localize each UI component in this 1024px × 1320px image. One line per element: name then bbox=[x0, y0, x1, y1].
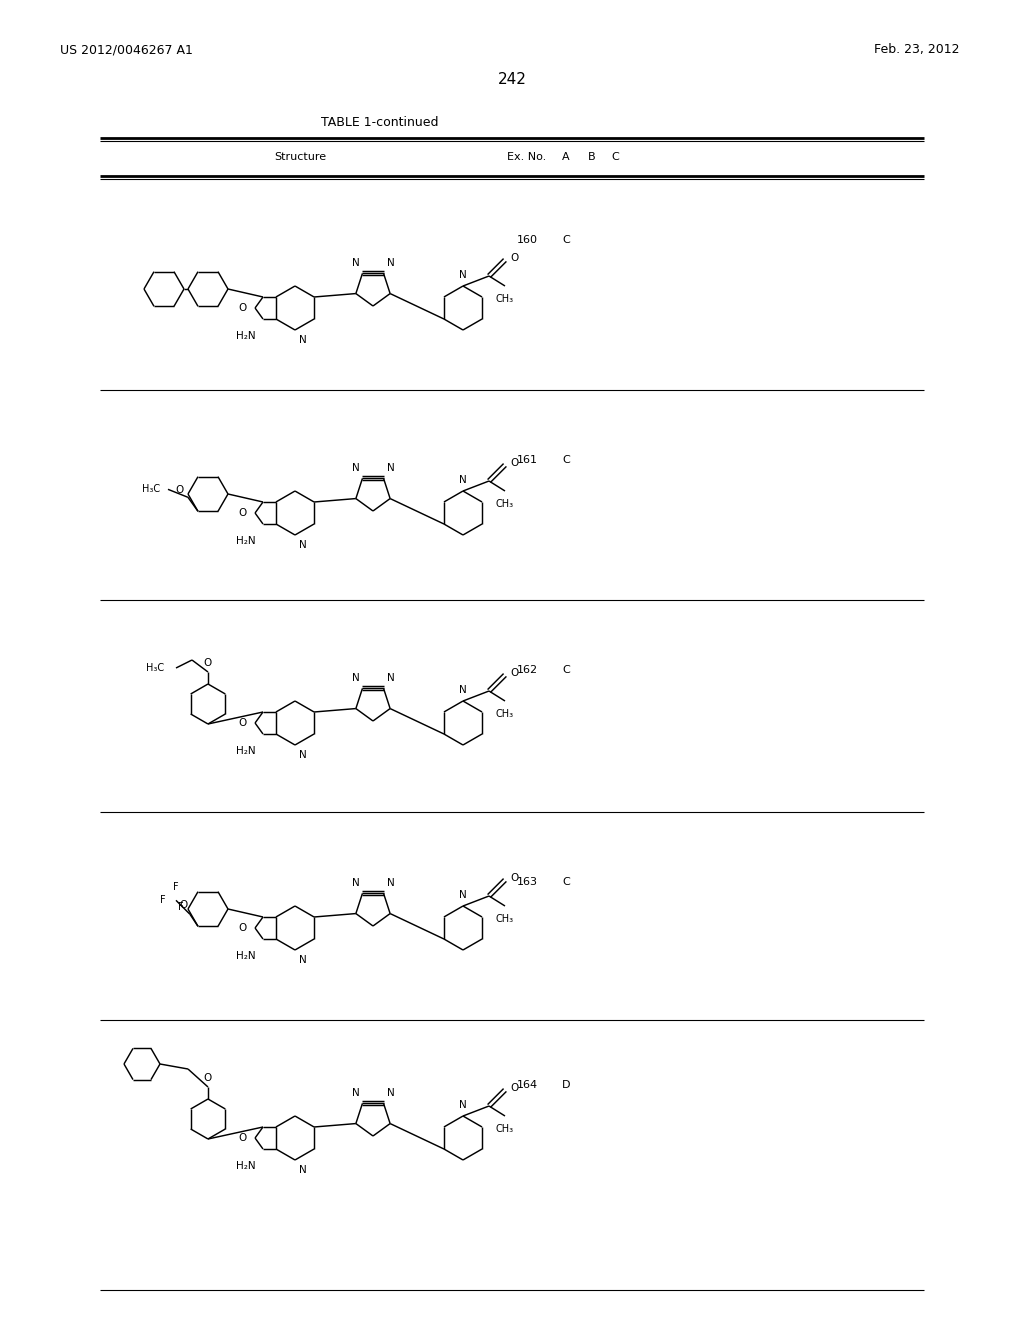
Text: F: F bbox=[178, 903, 183, 912]
Text: H₃C: H₃C bbox=[145, 663, 164, 673]
Text: 160: 160 bbox=[516, 235, 538, 246]
Text: N: N bbox=[459, 685, 467, 696]
Text: N: N bbox=[459, 890, 467, 900]
Text: O: O bbox=[510, 668, 518, 678]
Text: C: C bbox=[562, 665, 570, 675]
Text: 242: 242 bbox=[498, 73, 526, 87]
Text: O: O bbox=[239, 718, 247, 729]
Text: Feb. 23, 2012: Feb. 23, 2012 bbox=[874, 44, 961, 57]
Text: US 2012/0046267 A1: US 2012/0046267 A1 bbox=[60, 44, 193, 57]
Text: O: O bbox=[204, 1073, 212, 1082]
Text: B: B bbox=[588, 152, 596, 162]
Text: O: O bbox=[239, 923, 247, 933]
Text: O: O bbox=[239, 1133, 247, 1143]
Text: O: O bbox=[180, 900, 188, 911]
Text: Ex. No.: Ex. No. bbox=[507, 152, 547, 162]
Text: N: N bbox=[351, 1089, 359, 1098]
Text: D: D bbox=[562, 1080, 570, 1090]
Text: Structure: Structure bbox=[274, 152, 326, 162]
Text: H₂N: H₂N bbox=[237, 746, 256, 756]
Text: C: C bbox=[611, 152, 618, 162]
Text: N: N bbox=[351, 673, 359, 684]
Text: CH₃: CH₃ bbox=[496, 294, 514, 304]
Text: CH₃: CH₃ bbox=[496, 1125, 514, 1134]
Text: C: C bbox=[562, 455, 570, 465]
Text: N: N bbox=[351, 259, 359, 268]
Text: N: N bbox=[387, 259, 394, 268]
Text: H₂N: H₂N bbox=[237, 536, 256, 546]
Text: N: N bbox=[387, 673, 394, 684]
Text: A: A bbox=[562, 152, 569, 162]
Text: 163: 163 bbox=[516, 876, 538, 887]
Text: F: F bbox=[173, 882, 179, 892]
Text: F: F bbox=[161, 895, 166, 906]
Text: O: O bbox=[176, 486, 184, 495]
Text: H₂N: H₂N bbox=[237, 331, 256, 341]
Text: H₂N: H₂N bbox=[237, 1162, 256, 1171]
Text: O: O bbox=[510, 873, 518, 883]
Text: O: O bbox=[239, 508, 247, 517]
Text: 162: 162 bbox=[516, 665, 538, 675]
Text: CH₃: CH₃ bbox=[496, 913, 514, 924]
Text: H₃C: H₃C bbox=[142, 484, 160, 494]
Text: 164: 164 bbox=[516, 1080, 538, 1090]
Text: N: N bbox=[299, 335, 307, 345]
Text: CH₃: CH₃ bbox=[496, 709, 514, 719]
Text: N: N bbox=[351, 463, 359, 474]
Text: N: N bbox=[299, 540, 307, 550]
Text: N: N bbox=[387, 1089, 394, 1098]
Text: CH₃: CH₃ bbox=[496, 499, 514, 510]
Text: O: O bbox=[510, 1082, 518, 1093]
Text: H₂N: H₂N bbox=[237, 950, 256, 961]
Text: N: N bbox=[387, 463, 394, 474]
Text: N: N bbox=[459, 271, 467, 280]
Text: N: N bbox=[299, 750, 307, 760]
Text: N: N bbox=[299, 1166, 307, 1175]
Text: N: N bbox=[459, 1100, 467, 1110]
Text: O: O bbox=[204, 657, 212, 668]
Text: 161: 161 bbox=[516, 455, 538, 465]
Text: TABLE 1-continued: TABLE 1-continued bbox=[322, 116, 438, 128]
Text: N: N bbox=[387, 878, 394, 888]
Text: O: O bbox=[239, 304, 247, 313]
Text: N: N bbox=[299, 954, 307, 965]
Text: O: O bbox=[510, 253, 518, 263]
Text: C: C bbox=[562, 876, 570, 887]
Text: C: C bbox=[562, 235, 570, 246]
Text: O: O bbox=[510, 458, 518, 469]
Text: N: N bbox=[459, 475, 467, 484]
Text: N: N bbox=[351, 878, 359, 888]
